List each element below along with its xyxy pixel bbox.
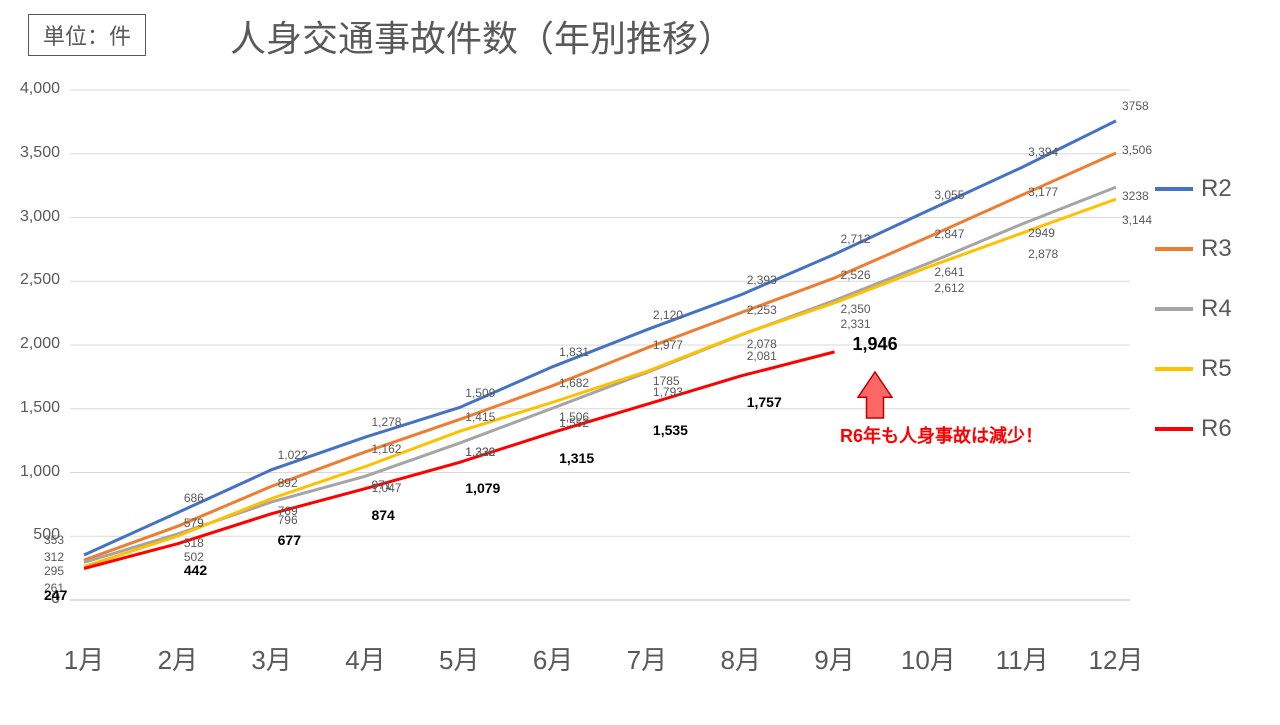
data-label: 892 — [278, 476, 298, 490]
data-label: 677 — [278, 532, 301, 548]
data-label: 3,394 — [1028, 145, 1058, 159]
x-axis-label: 7月 — [607, 640, 687, 677]
series-line-R3 — [84, 153, 1116, 560]
x-axis-label: 10月 — [888, 640, 968, 677]
data-label: 295 — [44, 564, 64, 578]
series-line-R4 — [84, 187, 1116, 562]
legend-label: R5 — [1201, 355, 1232, 383]
data-label: 579 — [184, 516, 204, 530]
x-axis-label: 6月 — [513, 640, 593, 677]
data-label: 1,509 — [465, 386, 495, 400]
legend-swatch — [1155, 247, 1193, 251]
data-label: 1,682 — [559, 376, 589, 390]
data-label: 2,612 — [934, 281, 964, 295]
y-axis-label: 2,500 — [0, 271, 60, 289]
data-label: 1,552 — [559, 416, 589, 430]
data-label: 1,047 — [371, 481, 401, 495]
data-label: 796 — [278, 513, 298, 527]
data-label: 312 — [44, 550, 64, 564]
x-axis-label: 11月 — [982, 640, 1062, 677]
x-axis-label: 4月 — [325, 640, 405, 677]
x-axis-label: 9月 — [795, 640, 875, 677]
data-label: 3,144 — [1122, 213, 1152, 227]
arrow-up-icon — [858, 372, 892, 418]
legend-item-R5: R5 — [1155, 355, 1232, 383]
y-axis-label: 3,000 — [0, 208, 60, 226]
x-axis-label: 8月 — [701, 640, 781, 677]
line-chart: 05001,0001,5002,0002,5003,0003,5004,0001… — [0, 0, 1280, 720]
data-label: 2,712 — [841, 232, 871, 246]
data-label: 3758 — [1122, 99, 1149, 113]
data-label: 2,350 — [841, 302, 871, 316]
legend-swatch — [1155, 187, 1193, 191]
data-label: 2,081 — [747, 349, 777, 363]
y-axis-label: 1,000 — [0, 463, 60, 481]
series-line-R2 — [84, 121, 1116, 555]
data-label: 2,393 — [747, 273, 777, 287]
legend-item-R2: R2 — [1155, 175, 1232, 203]
data-label: 1,946 — [853, 334, 898, 355]
x-axis-label: 12月 — [1076, 640, 1156, 677]
x-axis-label: 2月 — [138, 640, 218, 677]
data-label: 874 — [371, 507, 394, 523]
data-label: 1,535 — [653, 422, 688, 438]
data-label: 1,162 — [371, 442, 401, 456]
data-label: 2,526 — [841, 268, 871, 282]
data-label: 1,079 — [465, 480, 500, 496]
data-label: 3,055 — [934, 188, 964, 202]
data-label: 2,331 — [841, 317, 871, 331]
y-axis-label: 4,000 — [0, 80, 60, 98]
x-axis-label: 5月 — [419, 640, 499, 677]
series-line-R5 — [84, 199, 1116, 567]
data-label: 2949 — [1028, 226, 1055, 240]
data-label: 2,253 — [747, 303, 777, 317]
data-label: 1,415 — [465, 410, 495, 424]
data-label: 1,315 — [559, 450, 594, 466]
legend-item-R4: R4 — [1155, 295, 1232, 323]
annotation-text: R6年も人身事故は減少！ — [840, 422, 1043, 448]
data-label: 247 — [44, 587, 67, 603]
legend-swatch — [1155, 307, 1193, 311]
x-axis-label: 1月 — [44, 640, 124, 677]
legend-label: R3 — [1201, 235, 1232, 263]
legend-item-R3: R3 — [1155, 235, 1232, 263]
x-axis-label: 3月 — [232, 640, 312, 677]
data-label: 2,878 — [1028, 247, 1058, 261]
data-label: 1,977 — [653, 338, 683, 352]
y-axis-label: 1,500 — [0, 399, 60, 417]
legend-swatch — [1155, 367, 1193, 371]
legend-item-R6: R6 — [1155, 415, 1232, 443]
data-label: 2,120 — [653, 308, 683, 322]
data-label: 442 — [184, 562, 207, 578]
legend-label: R4 — [1201, 295, 1232, 323]
legend-label: R2 — [1201, 175, 1232, 203]
legend-label: R6 — [1201, 415, 1232, 443]
data-label: 3238 — [1122, 189, 1149, 203]
y-axis-label: 2,000 — [0, 335, 60, 353]
data-label: 1,022 — [278, 448, 308, 462]
data-label: 686 — [184, 491, 204, 505]
chart-svg — [0, 0, 1280, 720]
data-label: 3,506 — [1122, 143, 1152, 157]
data-label: 1,278 — [371, 415, 401, 429]
legend-swatch — [1155, 427, 1193, 431]
data-label: 2,847 — [934, 227, 964, 241]
y-axis-label: 3,500 — [0, 144, 60, 162]
data-label: 1,831 — [559, 345, 589, 359]
data-label: 1,757 — [747, 394, 782, 410]
data-label: 1,322 — [465, 445, 495, 459]
data-label: 353 — [44, 533, 64, 547]
data-label: 1,793 — [653, 385, 683, 399]
legend: R2 R3 R4 R5 R6 — [1155, 175, 1232, 475]
data-label: 2,641 — [934, 265, 964, 279]
data-label: 3,177 — [1028, 185, 1058, 199]
data-label: 518 — [184, 536, 204, 550]
